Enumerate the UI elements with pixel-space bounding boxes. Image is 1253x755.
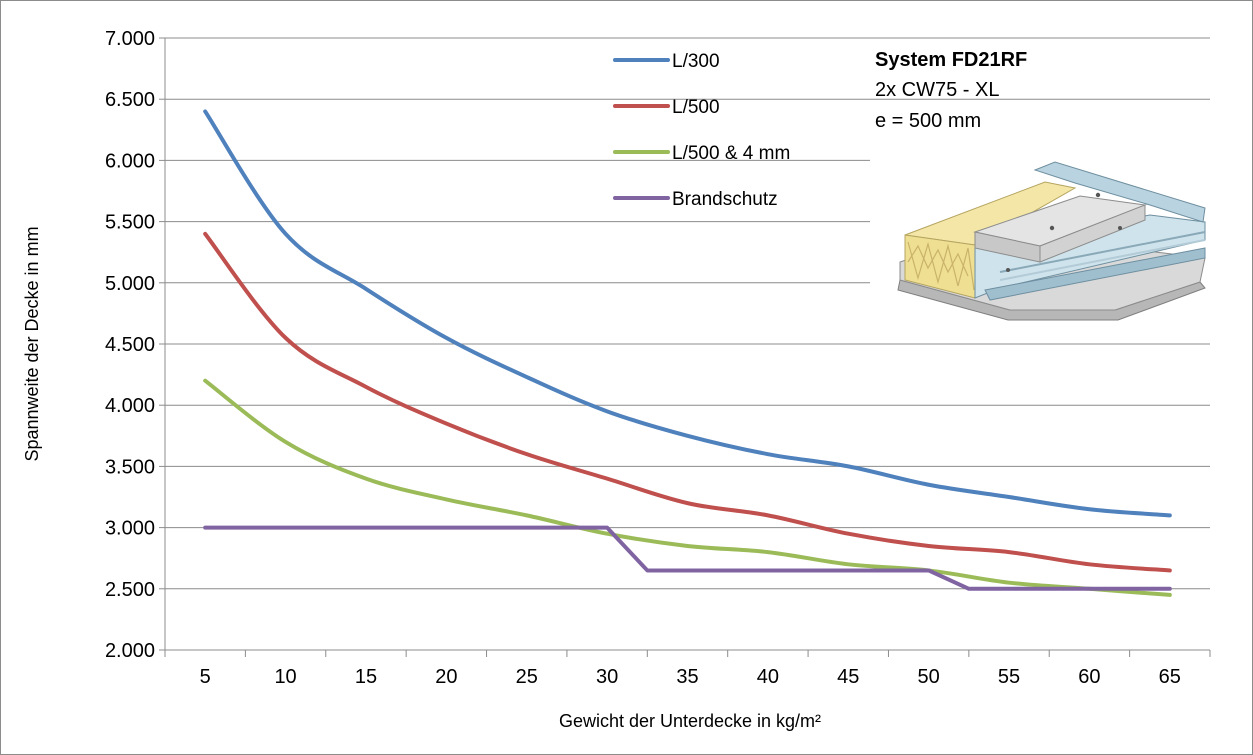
x-tick-label: 10 xyxy=(274,666,296,688)
x-tick-label: 5 xyxy=(200,666,211,688)
y-tick-label: 3.500 xyxy=(105,456,155,478)
y-tick-label: 5.500 xyxy=(105,212,155,234)
y-tick-label: 6.500 xyxy=(105,89,155,111)
series-line-l-500-4-mm xyxy=(203,378,1172,597)
legend-label-l-500-4-mm: L/500 & 4 mm xyxy=(672,143,790,164)
y-tick-label: 7.000 xyxy=(105,28,155,50)
axes xyxy=(159,37,1211,657)
y-tick-label: 3.000 xyxy=(105,518,155,540)
y-tick-label: 6.000 xyxy=(105,150,155,172)
series-line-brandschutz xyxy=(203,525,1172,591)
x-tick-label: 30 xyxy=(596,666,618,688)
system-info-profile: 2x CW75 - XL xyxy=(875,79,999,101)
system-info-title: System FD21RF xyxy=(875,49,1027,71)
x-tick-label: 50 xyxy=(918,666,940,688)
system-info-spacing: e = 500 mm xyxy=(875,110,981,132)
x-tick-labels: 5 10 15 20 25 30 35 40 45 50 55 60 65 xyxy=(200,666,1181,688)
ceiling-construction-icon xyxy=(870,136,1210,332)
y-tick-labels: 2.000 2.500 3.000 3.500 4.000 4.500 5.000 5.500… xyxy=(105,28,155,662)
y-tick-label: 4.000 xyxy=(105,395,155,417)
series-line-l-300 xyxy=(203,109,1172,518)
series-lines xyxy=(203,109,1172,597)
x-tick-label: 35 xyxy=(676,666,698,688)
y-tick-label: 5.000 xyxy=(105,273,155,295)
x-tick-label: 20 xyxy=(435,666,457,688)
x-tick-label: 65 xyxy=(1159,666,1181,688)
x-tick-label: 25 xyxy=(516,666,538,688)
x-tick-label: 15 xyxy=(355,666,377,688)
y-tick-label: 2.000 xyxy=(105,640,155,662)
legend-label-brandschutz: Brandschutz xyxy=(672,189,778,210)
system-info: System FD21RF 2x CW75 - XL e = 500 mm xyxy=(875,49,1027,132)
x-tick-label: 45 xyxy=(837,666,859,688)
y-axis-title: Spannweite der Decke in mm xyxy=(22,226,42,461)
y-tick-label: 2.500 xyxy=(105,579,155,601)
series-line-l-500 xyxy=(203,231,1172,573)
legend-label-l-500: L/500 xyxy=(672,97,720,118)
y-tick-label: 4.500 xyxy=(105,334,155,356)
x-tick-label: 55 xyxy=(998,666,1020,688)
x-tick-label: 40 xyxy=(757,666,779,688)
x-tick-label: 60 xyxy=(1078,666,1100,688)
legend: L/300 L/500 L/500 & 4 mm Brandschutz xyxy=(613,51,790,210)
x-axis-title: Gewicht der Unterdecke in kg/m² xyxy=(559,711,821,731)
legend-label-l-300: L/300 xyxy=(672,51,720,72)
